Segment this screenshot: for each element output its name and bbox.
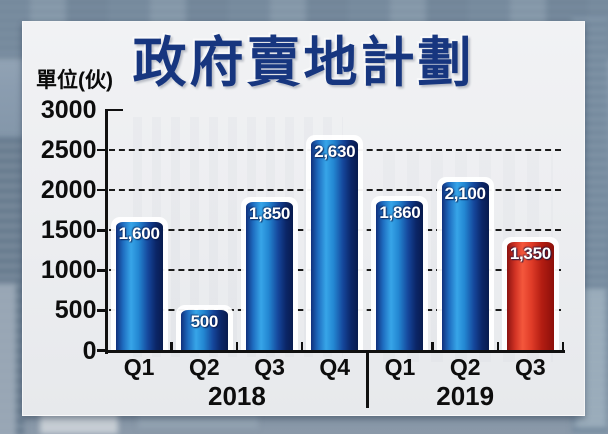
- bar-value-label: 1,850: [249, 204, 291, 224]
- y-tick-500: [97, 309, 106, 312]
- y-tick-label-3000: 3000: [40, 96, 97, 124]
- bar-value-label: 1,350: [509, 244, 551, 264]
- x-tick-label-1: Q2: [188, 354, 220, 380]
- x-tick-label-4: Q1: [384, 354, 416, 380]
- x-boundary-tick: [235, 342, 239, 350]
- y-tick-0: [97, 349, 106, 352]
- y-tick-label-1500: 1500: [40, 216, 97, 245]
- year-separator: [366, 350, 369, 408]
- y-tick-label-500: 500: [54, 296, 97, 325]
- bar-Q2-5: 2,100: [441, 182, 489, 351]
- bar-slot-Q2-5: 2,100: [436, 177, 494, 351]
- y-tick-1500: [97, 229, 106, 232]
- x-tick-label-2: Q3: [254, 354, 285, 380]
- bar-value-label: 1,600: [118, 224, 160, 244]
- y-axis-line: [104, 109, 108, 354]
- y-tick-2500: [97, 148, 106, 152]
- year-label-2019: 2019: [436, 381, 495, 411]
- x-boundary-tick: [300, 342, 304, 350]
- y-tick-label-1000: 1000: [40, 256, 97, 285]
- y-tick-2000: [97, 188, 106, 192]
- bar-Q1-4: 1,860: [376, 201, 424, 351]
- x-boundary-tick: [170, 342, 173, 350]
- bar-Q3-6: 1,350: [506, 242, 554, 351]
- x-tick-label-3: Q4: [319, 354, 351, 380]
- bar-Q2-1: 500: [180, 310, 228, 351]
- x-boundary-tick: [561, 342, 565, 350]
- bar-Q3-2: 1,850: [246, 202, 294, 351]
- bar-slot-Q1-4: 1,860: [371, 196, 429, 351]
- x-tick-label-5: Q2: [449, 354, 481, 380]
- y-top-tick: [106, 108, 123, 112]
- x-boundary-tick: [431, 342, 434, 350]
- bar-slot-Q4-3: 2,630: [306, 134, 364, 351]
- bar-Q4-3: 2,630: [311, 139, 359, 351]
- bar-slot-Q1-0: 1,600: [110, 217, 168, 351]
- y-axis-unit-label: 單位(伙): [36, 69, 113, 92]
- bar-slot-Q2-1: 500: [175, 305, 233, 351]
- year-label-2018: 2018: [208, 381, 266, 411]
- bar-slot-Q3-2: 1,850: [241, 197, 299, 351]
- y-tick-1000: [97, 269, 106, 272]
- x-tick-label-6: Q3: [515, 354, 546, 380]
- x-axis-line: [104, 350, 565, 353]
- y-tick-label-0: 0: [82, 336, 97, 365]
- x-boundary-tick: [496, 342, 500, 350]
- y-tick-label-2500: 2500: [40, 136, 97, 165]
- bar-value-label: 500: [190, 312, 219, 332]
- chart-title: 政府賣地計劃: [132, 33, 475, 93]
- building-silhouette: [0, 283, 16, 434]
- x-tick-label-0: Q1: [123, 354, 155, 380]
- bar-value-label: 2,630: [314, 141, 356, 161]
- bar-slot-Q3-6: 1,350: [501, 237, 559, 351]
- bar-Q1-0: 1,600: [115, 222, 163, 351]
- bar-value-label: 2,100: [444, 184, 486, 204]
- y-tick-label-2000: 2000: [40, 176, 97, 205]
- bar-value-label: 1,860: [379, 203, 421, 223]
